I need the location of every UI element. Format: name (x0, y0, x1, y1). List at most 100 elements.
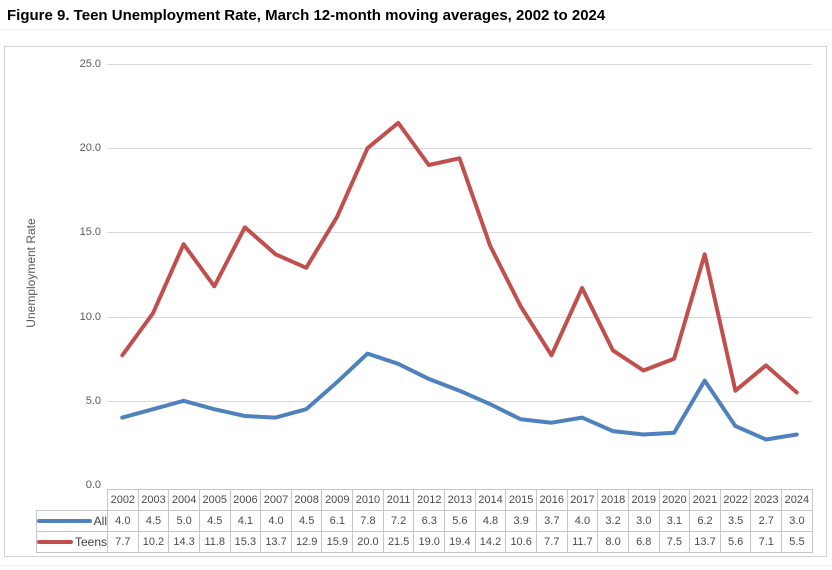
value-cell: 14.2 (474, 531, 507, 553)
value-cell: 3.0 (627, 510, 660, 532)
chart-frame: Unemployment Rate 25.0 20.0 15.0 10.0 5.0 0.0… (4, 46, 827, 557)
y-tick-label: 10.0 (79, 310, 101, 323)
y-tick-label: 20.0 (79, 142, 101, 155)
y-tick-label: 5.0 (85, 394, 101, 407)
page-top-edge (0, 29, 832, 30)
value-cell: 10.6 (505, 531, 537, 553)
legend-label: All (93, 514, 107, 528)
value-cell: 4.8 (474, 510, 507, 532)
series-line-all (120, 351, 799, 442)
y-tick-label: 0.0 (85, 479, 101, 491)
value-cell: 6.1 (321, 510, 354, 532)
year-header: 2019 (627, 489, 660, 511)
year-header: 2009 (321, 489, 354, 511)
year-header: 2020 (658, 489, 691, 511)
value-cell: 7.1 (750, 531, 783, 553)
value-cell: 6.3 (413, 510, 446, 532)
legend-key-all-icon (37, 519, 92, 523)
value-cell: 5.6 (719, 531, 752, 553)
value-cell: 3.0 (781, 510, 813, 532)
year-header: 2004 (168, 489, 200, 511)
value-cell: 2.7 (750, 510, 783, 532)
year-header: 2006 (229, 489, 262, 511)
legend-cell-teens: Teens (36, 531, 108, 553)
table-row: All 4.0 4.5 5.0 4.5 4.1 4.0 4.5 6.1 7.8 7.2 6.3 5.6 4… (36, 510, 813, 532)
gridline (107, 148, 812, 149)
value-cell: 6.8 (627, 531, 660, 553)
table-corner (37, 490, 108, 511)
value-cell: 13.7 (689, 531, 721, 553)
value-cell: 7.7 (535, 531, 568, 553)
value-cell: 21.5 (382, 531, 415, 553)
value-cell: 15.9 (321, 531, 354, 553)
value-cell: 4.5 (137, 510, 170, 532)
legend-cell-all: All (36, 510, 108, 532)
y-tick-label: 15.0 (79, 226, 101, 239)
year-header: 2014 (474, 489, 507, 511)
value-cell: 19.4 (444, 531, 476, 553)
page-bottom-edge (0, 565, 832, 566)
gridline (107, 401, 812, 402)
year-header: 2024 (781, 489, 813, 511)
series-line-teens (120, 120, 799, 395)
y-axis-title: Unemployment Rate (24, 218, 38, 328)
value-cell: 3.9 (505, 510, 537, 532)
value-cell: 15.3 (229, 531, 262, 553)
value-cell: 5.6 (444, 510, 476, 532)
value-cell: 5.5 (781, 531, 813, 553)
value-cell: 12.9 (290, 531, 323, 553)
legend-label: Teens (74, 535, 107, 549)
table-row: Teens 7.7 10.2 14.3 11.8 15.3 13.7 12.9 15.9 20.0… (36, 531, 813, 553)
value-cell: 19.0 (413, 531, 446, 553)
value-cell: 6.2 (689, 510, 721, 532)
value-cell: 7.7 (107, 531, 139, 553)
year-header: 2017 (566, 489, 599, 511)
value-cell: 3.2 (597, 510, 629, 532)
value-cell: 4.0 (260, 510, 292, 532)
gridline (107, 64, 812, 65)
year-header: 2013 (444, 489, 476, 511)
value-cell: 3.1 (658, 510, 691, 532)
legend-key-teens-icon (37, 540, 73, 544)
year-header: 2016 (535, 489, 568, 511)
value-cell: 14.3 (168, 531, 200, 553)
value-cell: 7.2 (382, 510, 415, 532)
year-header: 2007 (260, 489, 292, 511)
value-cell: 7.8 (352, 510, 384, 532)
value-cell: 4.0 (566, 510, 599, 532)
year-header: 2015 (505, 489, 537, 511)
chart-title: Figure 9. Teen Unemployment Rate, March … (7, 7, 606, 24)
year-header: 2008 (290, 489, 323, 511)
value-cell: 20.0 (352, 531, 384, 553)
year-header: 2018 (597, 489, 629, 511)
plot-area (107, 64, 812, 485)
value-cell: 10.2 (137, 531, 170, 553)
year-header: 2011 (382, 489, 415, 511)
value-cell: 4.1 (229, 510, 262, 532)
y-tick-label: 25.0 (79, 58, 101, 70)
year-header: 2012 (413, 489, 446, 511)
data-table: 2002 2003 2004 2005 2006 2007 2008 2009 2010 2011… (36, 489, 813, 553)
value-cell: 4.5 (198, 510, 231, 532)
value-cell: 5.0 (168, 510, 200, 532)
gridline (107, 317, 812, 318)
value-cell: 3.5 (719, 510, 752, 532)
year-header: 2022 (719, 489, 752, 511)
year-header: 2005 (198, 489, 231, 511)
gridline (107, 232, 812, 233)
value-cell: 4.0 (107, 510, 139, 532)
value-cell: 8.0 (597, 531, 629, 553)
year-header: 2003 (137, 489, 170, 511)
value-cell: 13.7 (260, 531, 292, 553)
year-header: 2021 (689, 489, 721, 511)
year-header: 2002 (107, 489, 139, 511)
line-series-layer (120, 120, 799, 442)
year-header: 2023 (750, 489, 783, 511)
value-cell: 3.7 (535, 510, 568, 532)
year-header: 2010 (352, 489, 384, 511)
value-cell: 11.8 (198, 531, 231, 553)
value-cell: 11.7 (566, 531, 599, 553)
value-cell: 4.5 (290, 510, 323, 532)
value-cell: 7.5 (658, 531, 691, 553)
